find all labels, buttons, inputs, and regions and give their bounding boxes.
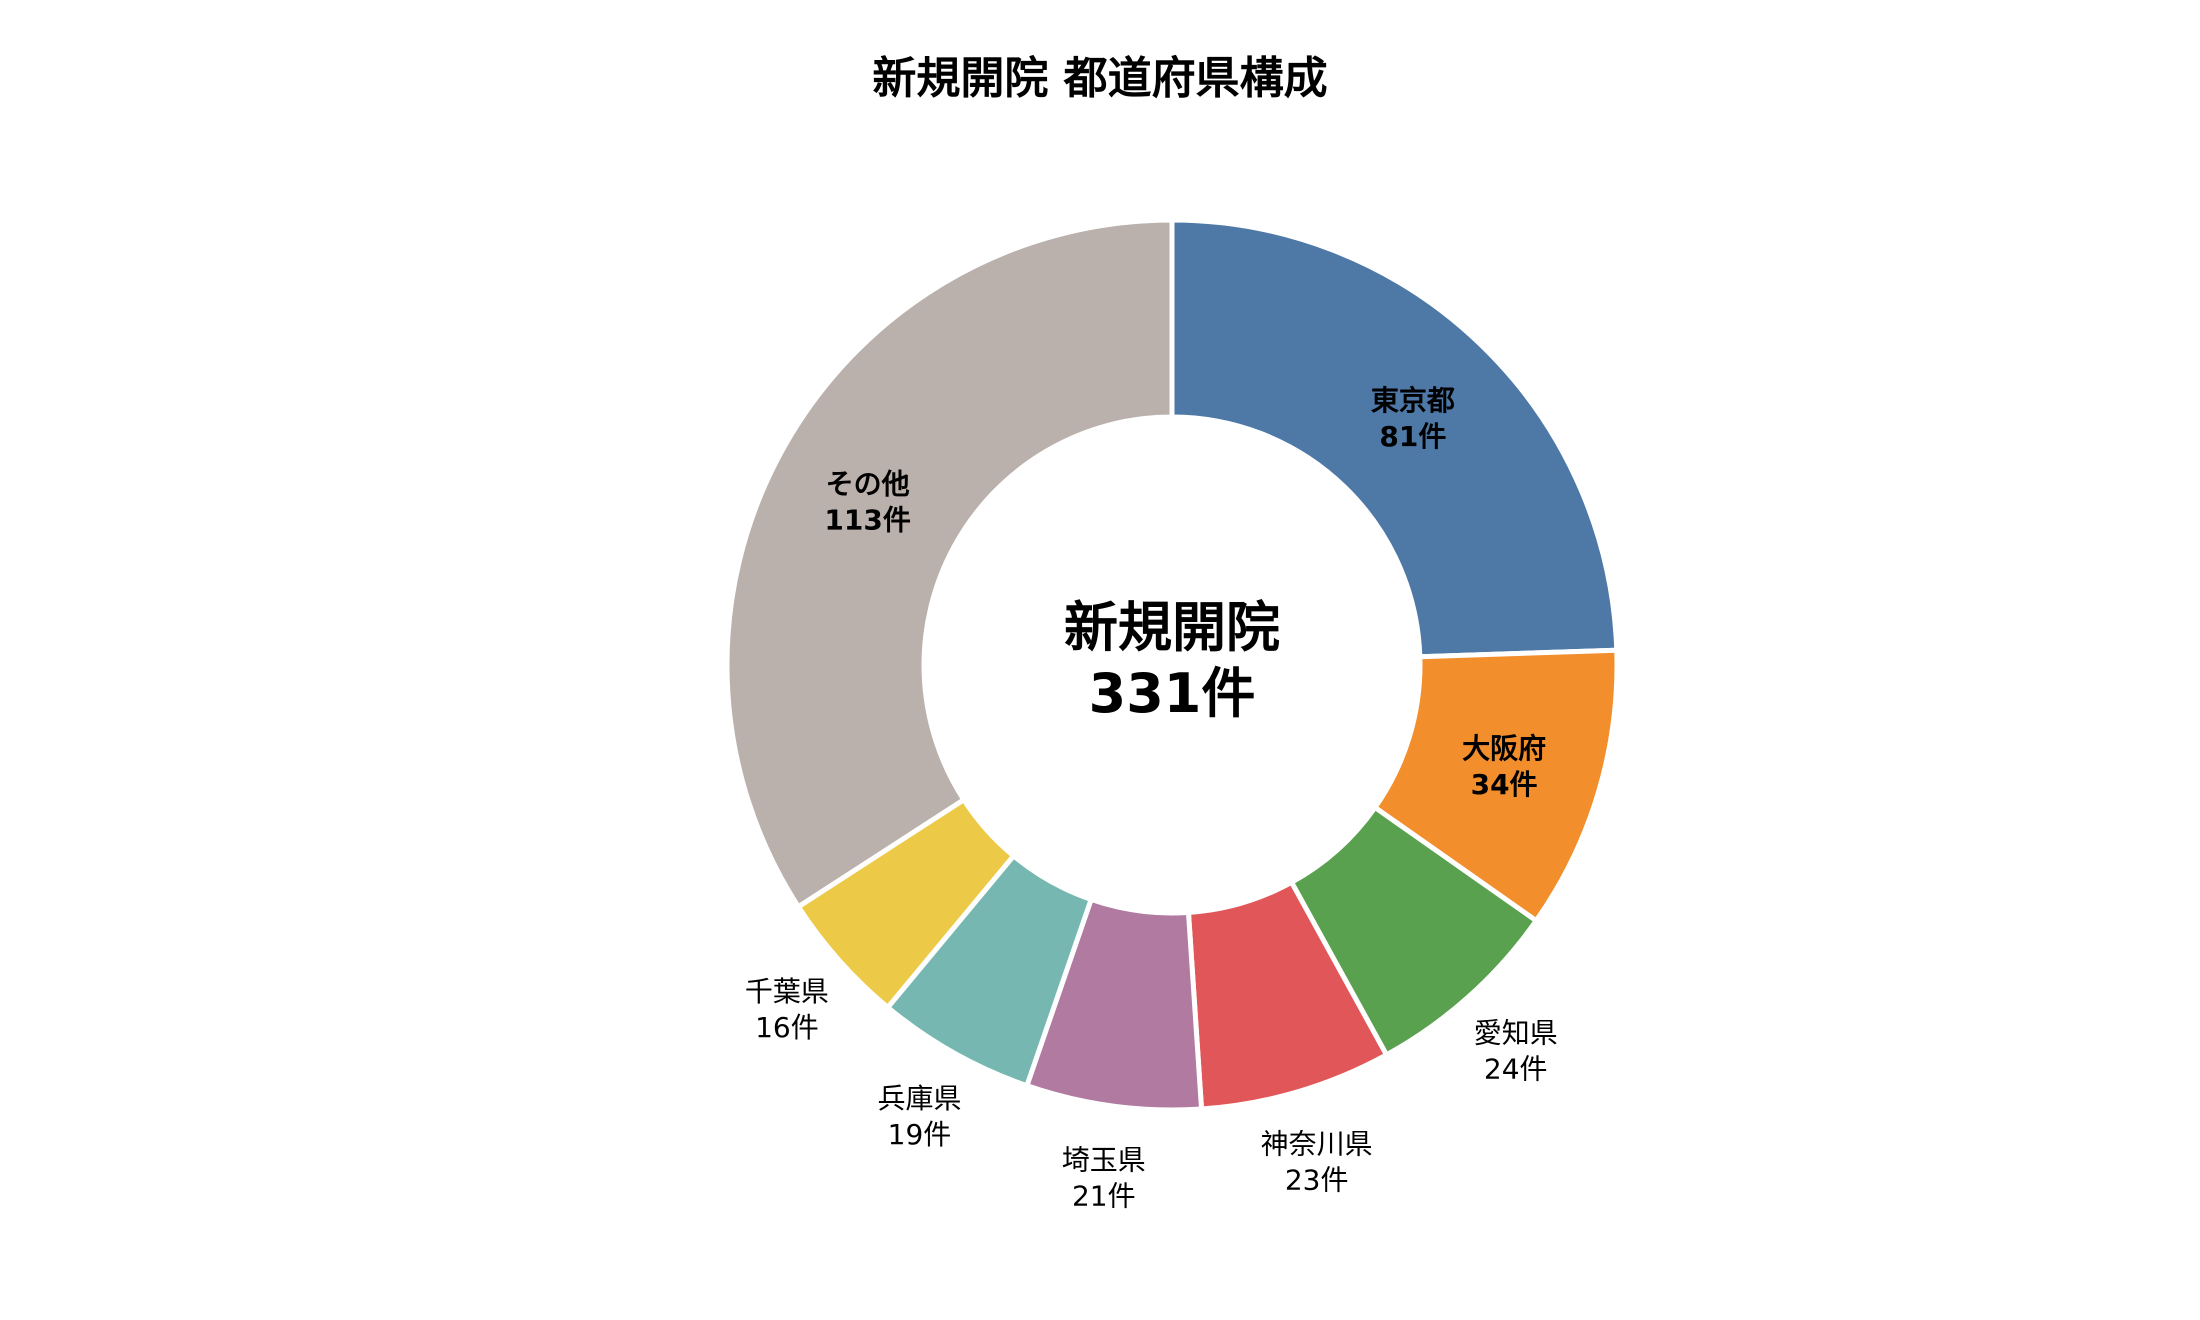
slice-label-7: 千葉県 16件 bbox=[745, 975, 829, 1044]
slice-8 bbox=[724, 217, 1175, 911]
slice-label-6: 兵庫県 19件 bbox=[877, 1082, 961, 1151]
chart-title: 新規開院 都道府県構成 bbox=[872, 53, 1328, 104]
slice-label-4: 神奈川県 23件 bbox=[1261, 1127, 1373, 1196]
slice-label-2: 大阪府 34件 bbox=[1462, 732, 1546, 801]
slice-label-1: 東京都 81件 bbox=[1371, 384, 1455, 453]
slice-label-5: 埼玉県 21件 bbox=[1062, 1143, 1146, 1212]
center-label-line1: 新規開院 bbox=[1064, 596, 1280, 659]
center-label-line2: 331件 bbox=[1089, 662, 1256, 725]
slice-label-8: その他 113件 bbox=[824, 467, 910, 536]
slice-1 bbox=[1169, 217, 1620, 660]
slice-label-3: 愛知県 24件 bbox=[1474, 1016, 1558, 1085]
